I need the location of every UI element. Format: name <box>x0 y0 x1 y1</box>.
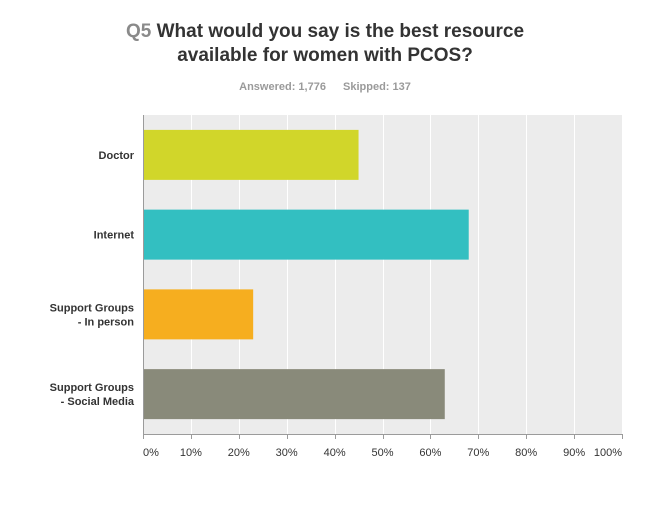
question-number: Q5 <box>125 21 152 42</box>
bar <box>143 209 469 260</box>
skipped-count: Skipped: 137 <box>343 81 411 93</box>
x-tick-label: 50% <box>371 447 393 459</box>
chart-title: Q5 What would you say is the best resour… <box>0 20 650 68</box>
bar <box>143 369 445 420</box>
title-line-1: Q5 What would you say is the best resour… <box>0 20 650 44</box>
x-tick-label: 30% <box>276 447 298 459</box>
category-label: Doctor <box>99 150 135 162</box>
x-tick-label: 90% <box>563 447 585 459</box>
response-stats: Answered: 1,776 Skipped: 137 <box>0 81 650 93</box>
x-tick-label: 70% <box>467 447 489 459</box>
category-label: Support Groups - In person <box>50 302 135 328</box>
x-tick-label: 0% <box>143 447 159 459</box>
category-label: Internet <box>94 230 135 242</box>
category-label: Support Groups - Social Media <box>50 382 135 408</box>
bar <box>143 289 254 340</box>
question-text-line-2: available for women with PCOS? <box>177 45 473 66</box>
x-tick-label: 40% <box>324 447 346 459</box>
x-tick-label: 10% <box>180 447 202 459</box>
bar <box>143 129 359 180</box>
x-tick-label: 20% <box>228 447 250 459</box>
question-text-line-1: What would you say is the best resource <box>156 21 525 42</box>
x-tick-label: 80% <box>515 447 537 459</box>
answered-count: Answered: 1,776 <box>239 81 326 93</box>
x-tick-label: 60% <box>419 447 441 459</box>
x-tick-label: 100% <box>594 447 622 459</box>
